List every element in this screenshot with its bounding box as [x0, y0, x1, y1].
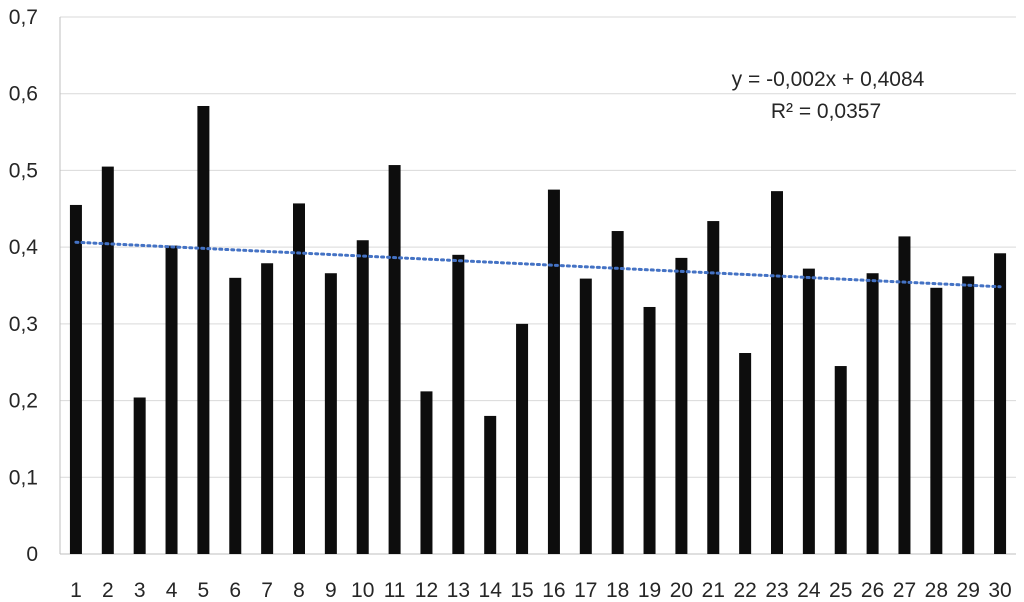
x-tick-label: 7 [261, 579, 273, 602]
y-axis: 0 0,1 0,2 0,3 0,4 0,5 0,6 0,7 [9, 6, 61, 566]
bar [101, 166, 114, 555]
x-tick-label: 23 [765, 579, 788, 602]
bar [866, 273, 879, 554]
trendline-equation: y = -0,002x + 0,4084 [732, 68, 925, 91]
bar [643, 306, 656, 554]
bar [261, 263, 274, 554]
bar [133, 397, 146, 554]
x-tick-label: 17 [574, 579, 597, 602]
bar [898, 236, 911, 554]
y-tick-label: 0,6 [9, 83, 38, 106]
bar [324, 273, 337, 554]
x-tick-label: 20 [670, 579, 693, 602]
x-tick-label: 22 [733, 579, 756, 602]
x-tick-label: 9 [325, 579, 337, 602]
bar [516, 323, 529, 554]
x-tick-label: 29 [957, 579, 980, 602]
y-tick-label: 0 [26, 543, 38, 566]
y-tick-label: 0,4 [9, 236, 39, 259]
bar [834, 366, 847, 554]
bar [388, 165, 401, 554]
bar [962, 276, 975, 554]
bar [579, 278, 592, 554]
bar [69, 204, 82, 554]
bar [356, 240, 369, 554]
bar [420, 391, 433, 554]
x-tick-label: 2 [102, 579, 114, 602]
x-tick-label: 8 [293, 579, 305, 602]
x-tick-label: 16 [542, 579, 565, 602]
x-tick-label: 3 [134, 579, 146, 602]
x-tick-label: 4 [166, 579, 178, 602]
bar [771, 191, 783, 555]
x-tick-label: 6 [229, 579, 241, 602]
bar [484, 415, 497, 554]
x-tick-label: 24 [797, 579, 821, 602]
x-tick-label: 26 [861, 579, 884, 602]
x-tick-label: 19 [638, 579, 661, 602]
bar [611, 231, 624, 555]
x-tick-label: 12 [415, 579, 438, 602]
trendline [74, 240, 1002, 289]
bar [293, 203, 305, 554]
x-tick-label: 28 [925, 579, 948, 602]
bar [452, 254, 465, 555]
bar [675, 257, 688, 554]
x-tick-label: 10 [351, 579, 374, 602]
x-tick-label: 15 [510, 579, 533, 602]
x-tick-label: 5 [198, 579, 210, 602]
x-tick-label: 21 [702, 579, 725, 602]
x-tick-label: 27 [893, 579, 916, 602]
x-tick-label: 13 [447, 579, 470, 602]
bar [739, 353, 752, 554]
x-tick-label: 25 [829, 579, 852, 602]
bar [707, 221, 720, 554]
y-tick-label: 0,7 [9, 6, 38, 29]
x-tick-label: 1 [70, 579, 82, 602]
x-axis: 1 2 3 4 5 6 7 8 9 10 11 12 13 14 15 16 17 18 19 20 21 22 23 24 2… [70, 579, 1012, 602]
gridlines [60, 16, 1016, 555]
x-tick-label: 14 [479, 579, 503, 602]
bars [69, 105, 1007, 555]
bar [547, 189, 560, 554]
bar [229, 277, 242, 554]
bar [802, 268, 815, 554]
bar [165, 245, 178, 554]
trendline-r-squared: R² = 0,0357 [771, 100, 881, 123]
y-tick-label: 0,5 [9, 159, 38, 182]
x-tick-label: 18 [606, 579, 629, 602]
x-tick-label: 11 [384, 579, 406, 602]
y-tick-label: 0,2 [9, 390, 38, 413]
y-tick-label: 0,1 [9, 466, 38, 489]
bar [930, 287, 943, 554]
bar [994, 253, 1007, 554]
x-tick-label: 30 [988, 579, 1011, 602]
y-tick-label: 0,3 [9, 313, 38, 336]
bar [197, 105, 210, 554]
